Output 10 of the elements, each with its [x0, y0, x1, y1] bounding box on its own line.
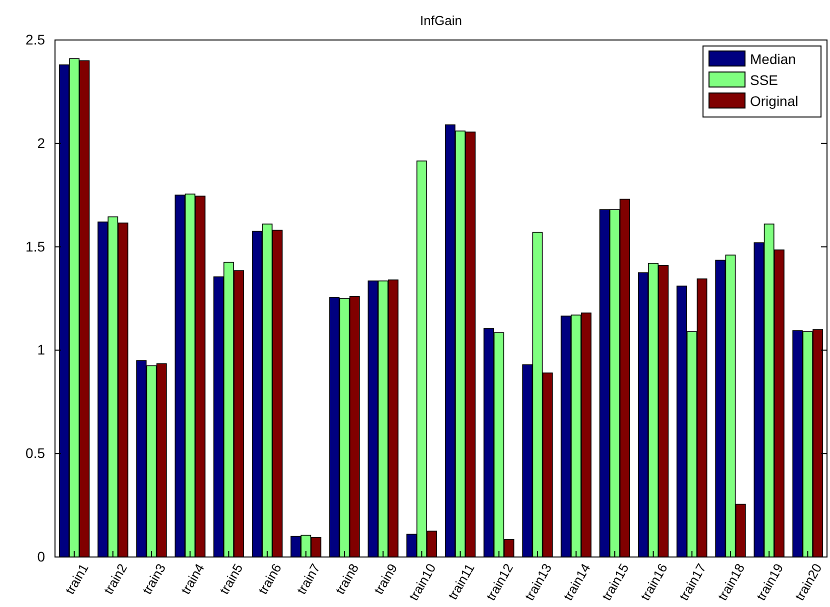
y-tick-label: 1.5 [26, 238, 46, 254]
y-tick-label: 0.5 [26, 445, 46, 462]
legend-label: Median [750, 51, 796, 67]
y-tick-label: 2 [37, 134, 46, 151]
y-tick-label: 1 [37, 342, 46, 358]
y-tick-label: 2.5 [26, 31, 46, 48]
y-tick-label: 0 [37, 548, 46, 564]
legend-label: Original [750, 93, 798, 109]
legend-label: SSE [750, 72, 778, 88]
chart-title: InfGain [420, 13, 462, 28]
